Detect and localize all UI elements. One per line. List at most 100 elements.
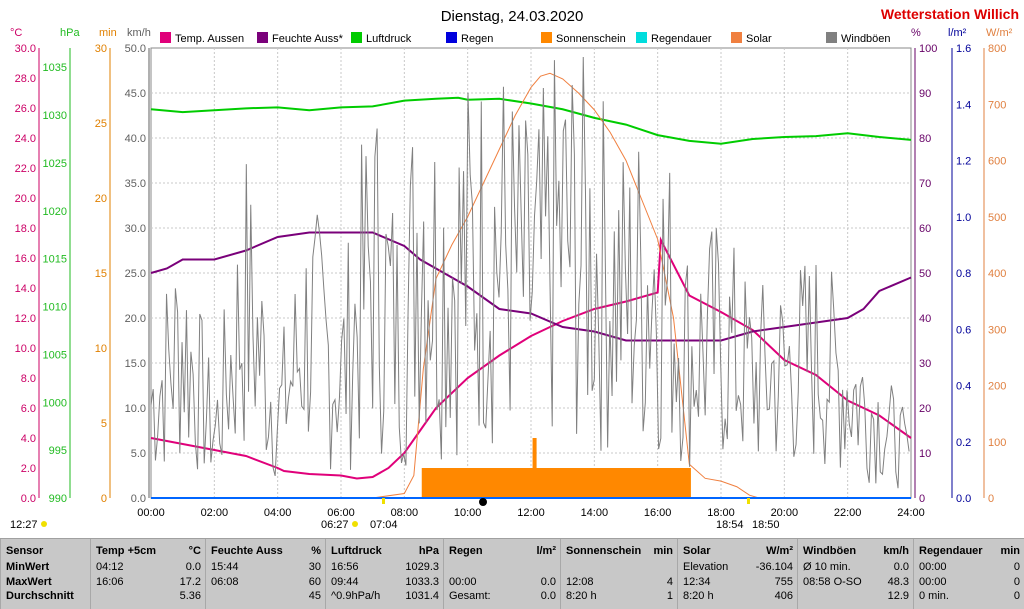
table-header-unit: l/m² bbox=[536, 545, 556, 557]
table-cell-time: 09:44 bbox=[331, 575, 359, 588]
table-header-unit: °C bbox=[188, 545, 201, 557]
legend-label: Windböen bbox=[841, 33, 891, 45]
right-axis-tick: 600 bbox=[988, 156, 1006, 168]
right-axis-tick: 20 bbox=[919, 403, 931, 415]
left-axis-tick: 10 bbox=[95, 343, 107, 355]
table-cell-value: 0.0 bbox=[893, 561, 909, 573]
left-axis-tick: 20.0 bbox=[125, 313, 146, 325]
legend-label: Regendauer bbox=[651, 33, 712, 45]
left-axis-tick: 40.0 bbox=[125, 133, 146, 145]
x-axis-tick: 16:00 bbox=[644, 507, 672, 519]
chart-title: Dienstag, 24.03.2020 bbox=[441, 8, 584, 25]
left-axis-tick: 12.0 bbox=[15, 313, 36, 325]
left-axis-tick: 18.0 bbox=[15, 223, 36, 235]
table-cell-value: 60 bbox=[308, 575, 321, 588]
table-header-label: Temp +5cm bbox=[96, 545, 157, 557]
x-axis-tick: 06:00 bbox=[327, 507, 355, 519]
left-axis-tick: 10.0 bbox=[125, 403, 146, 415]
legend-label: Temp. Aussen bbox=[175, 33, 244, 45]
table-cell-time: Gesamt: bbox=[449, 590, 491, 602]
legend-swatch bbox=[541, 32, 552, 43]
table-cell-value: 0.0 bbox=[540, 575, 556, 588]
right-axis-tick: 300 bbox=[988, 324, 1006, 336]
table-column bbox=[560, 539, 678, 609]
x-axis-tick: 10:00 bbox=[454, 507, 482, 519]
right-axis-tick: 100 bbox=[919, 43, 937, 55]
table-header-unit: min bbox=[653, 545, 673, 557]
left-axis-tick: 30.0 bbox=[125, 223, 146, 235]
table-cell-time: Elevation bbox=[683, 561, 729, 573]
table-column bbox=[205, 539, 326, 609]
table-cell-value: 45 bbox=[308, 590, 321, 602]
table-cell-value: 1033.3 bbox=[405, 575, 439, 588]
table-column bbox=[797, 539, 914, 609]
legend-swatch bbox=[351, 32, 362, 43]
left-axis-tick: 995 bbox=[49, 445, 67, 457]
series-line-windboeen bbox=[150, 56, 910, 489]
table-cell-time: 15:44 bbox=[211, 561, 239, 573]
table-cell-time: 06:08 bbox=[211, 575, 239, 588]
right-axis-tick: 30 bbox=[919, 358, 931, 370]
series-line bbox=[151, 72, 911, 499]
table-cell-time: 8:20 h bbox=[566, 590, 597, 602]
table-header-label: Sensor bbox=[6, 545, 44, 557]
right-axis-tick: 0.0 bbox=[956, 493, 971, 505]
x-axis-tick: 24:00 bbox=[897, 507, 925, 519]
left-axis-unit: min bbox=[99, 27, 117, 39]
x-axis-tick: 22:00 bbox=[834, 507, 862, 519]
left-axis-tick: 20.0 bbox=[15, 193, 36, 205]
right-axis-tick: 1.0 bbox=[956, 212, 971, 224]
left-axis-tick: 5.0 bbox=[131, 448, 146, 460]
table-cell-time: 16:06 bbox=[96, 575, 124, 588]
table-header-label: Feuchte Auss bbox=[211, 545, 283, 557]
legend-swatch bbox=[826, 32, 837, 43]
left-axis-tick: 2.0 bbox=[21, 463, 36, 475]
left-axis-tick: 1025 bbox=[43, 158, 67, 170]
left-axis-tick: 16.0 bbox=[15, 253, 36, 265]
table-column bbox=[0, 539, 91, 609]
legend-swatch bbox=[257, 32, 268, 43]
left-axis-tick: 15 bbox=[95, 268, 107, 280]
table-row: MinWert 04:12 0.0 15:44 30 16:56 1029.3 Elevati… bbox=[0, 560, 1024, 574]
right-axis-tick: 0.2 bbox=[956, 437, 971, 449]
table-cell-value: 0 bbox=[1013, 590, 1020, 602]
legend-label: Sonnenschein bbox=[556, 33, 626, 45]
left-axis-tick: 1035 bbox=[43, 62, 67, 74]
right-axis-tick: 70 bbox=[919, 178, 931, 190]
right-axis-tick: 10 bbox=[919, 448, 931, 460]
table-row-label: MinWert bbox=[6, 561, 50, 573]
table-row-label: Durchschnitt bbox=[6, 590, 74, 602]
left-axis-tick: 1000 bbox=[43, 397, 67, 409]
table-header-label: Solar bbox=[683, 545, 711, 557]
left-axis-tick: 30.0 bbox=[15, 43, 36, 55]
table-cell-value: 30 bbox=[308, 561, 321, 573]
legend-label: Regen bbox=[461, 33, 493, 45]
table-header-label: Windböen bbox=[803, 545, 857, 557]
legend-swatch bbox=[636, 32, 647, 43]
table-cell-value: -36.104 bbox=[755, 561, 793, 573]
sunshine-bar bbox=[532, 438, 537, 498]
right-axis-tick: 400 bbox=[988, 268, 1006, 280]
sunrise-label: 06:27 bbox=[321, 519, 349, 531]
left-axis-unit: hPa bbox=[60, 27, 80, 39]
right-axis-tick: 0.6 bbox=[956, 324, 971, 336]
table-header-unit: hPa bbox=[418, 545, 439, 557]
legend-label: Solar bbox=[746, 33, 772, 45]
right-axis-tick: 40 bbox=[919, 313, 931, 325]
left-axis-tick: 0.0 bbox=[21, 493, 36, 505]
x-axis-tick: 18:00 bbox=[707, 507, 735, 519]
x-axis-tick: 14:00 bbox=[581, 507, 609, 519]
left-axis-tick: 20 bbox=[95, 193, 107, 205]
table-cell-time: 16:56 bbox=[331, 561, 359, 573]
table-header-unit: W/m² bbox=[766, 545, 793, 557]
right-axis-unit: l/m² bbox=[948, 27, 967, 39]
series-line bbox=[150, 231, 912, 342]
sunset-alt-label: 18:50 bbox=[752, 519, 780, 531]
left-axis-tick: 4.0 bbox=[21, 433, 36, 445]
noon-icon bbox=[479, 498, 487, 506]
legend-label: Luftdruck bbox=[366, 33, 412, 45]
left-axis-tick: 35.0 bbox=[125, 178, 146, 190]
left-axis-tick: 30 bbox=[95, 43, 107, 55]
left-axis-tick: 0 bbox=[101, 493, 107, 505]
table-cell-value: 1031.4 bbox=[405, 590, 439, 602]
